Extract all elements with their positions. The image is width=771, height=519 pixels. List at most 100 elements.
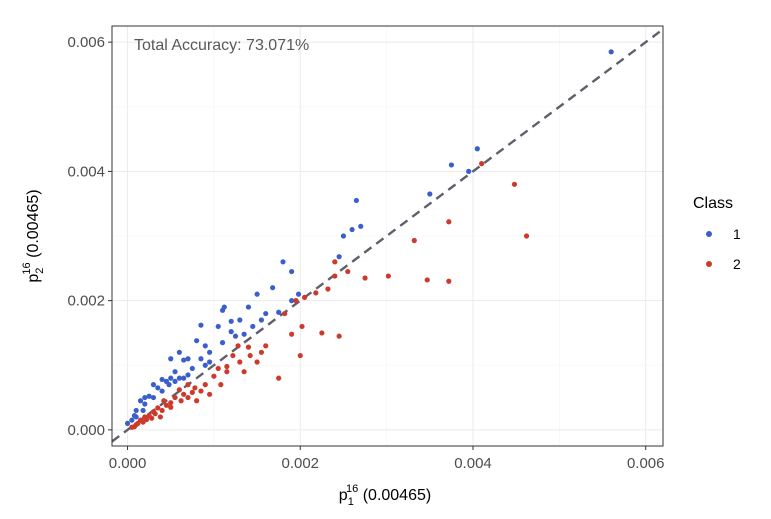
point-class-2 bbox=[241, 369, 247, 375]
point-class-2 bbox=[332, 273, 338, 279]
point-class-1 bbox=[133, 407, 139, 414]
plot-border bbox=[111, 25, 664, 447]
point-class-1 bbox=[168, 356, 174, 362]
point-class-2 bbox=[159, 407, 165, 414]
point-class-1 bbox=[276, 309, 282, 315]
point-class-1 bbox=[221, 304, 227, 310]
point-class-1 bbox=[336, 254, 342, 260]
point-class-1 bbox=[608, 49, 614, 55]
point-class-1 bbox=[166, 382, 172, 388]
legend-key-class-2 bbox=[706, 261, 712, 267]
point-class-2 bbox=[237, 359, 243, 365]
point-class-2 bbox=[206, 391, 213, 397]
point-class-1 bbox=[250, 323, 256, 330]
point-class-2 bbox=[245, 344, 252, 350]
point-class-2 bbox=[385, 273, 391, 279]
point-class-2 bbox=[446, 278, 452, 284]
point-class-2 bbox=[161, 398, 167, 404]
x-tick-label: 0.004 bbox=[454, 455, 492, 472]
point-class-2 bbox=[301, 294, 308, 300]
point-class-2 bbox=[258, 349, 265, 355]
point-class-2 bbox=[313, 290, 319, 296]
point-class-2 bbox=[168, 400, 174, 406]
point-class-2 bbox=[263, 343, 269, 349]
point-class-2 bbox=[150, 409, 157, 415]
point-class-2 bbox=[168, 404, 174, 410]
point-class-2 bbox=[176, 387, 182, 393]
x-axis-title-sup: 16 bbox=[346, 483, 358, 495]
point-class-1 bbox=[289, 298, 295, 304]
point-class-2 bbox=[185, 394, 191, 401]
x-axis-ticks: 0.000 0.002 0.004 0.006 bbox=[109, 446, 665, 472]
legend: Class 1 2 bbox=[693, 195, 741, 272]
point-class-2 bbox=[192, 385, 198, 391]
x-tick-label: 0.002 bbox=[281, 455, 319, 472]
point-class-1 bbox=[280, 259, 286, 265]
point-class-2 bbox=[424, 277, 430, 283]
point-class-1 bbox=[129, 417, 135, 423]
x-tick-label: 0.000 bbox=[109, 455, 147, 472]
legend-label-class-1: 1 bbox=[733, 226, 741, 242]
point-class-1 bbox=[215, 323, 221, 330]
point-class-2 bbox=[230, 352, 236, 359]
point-class-2 bbox=[224, 363, 230, 370]
x-tick-label: 0.006 bbox=[627, 455, 665, 472]
point-class-1 bbox=[340, 233, 347, 239]
point-class-2 bbox=[172, 394, 178, 401]
legend-key-class-1 bbox=[706, 231, 712, 237]
identity-reference-line bbox=[111, 28, 664, 443]
point-class-2 bbox=[299, 323, 305, 330]
point-class-1 bbox=[185, 356, 191, 362]
point-class-1 bbox=[155, 385, 161, 391]
point-class-2 bbox=[276, 375, 282, 381]
point-class-2 bbox=[247, 352, 253, 359]
point-class-2 bbox=[332, 259, 338, 265]
point-class-2 bbox=[325, 286, 331, 292]
point-class-2 bbox=[254, 359, 260, 365]
point-class-2 bbox=[345, 268, 351, 275]
point-class-1 bbox=[172, 378, 178, 384]
point-class-1 bbox=[241, 331, 247, 337]
point-class-2 bbox=[202, 382, 208, 388]
point-class-1 bbox=[254, 291, 260, 297]
point-class-2 bbox=[282, 310, 288, 317]
point-class-2 bbox=[479, 161, 485, 167]
y-axis-ticks: 0.000 0.002 0.004 0.006 bbox=[67, 34, 112, 439]
point-class-2 bbox=[211, 373, 217, 379]
point-class-2 bbox=[235, 343, 241, 349]
point-class-1 bbox=[232, 333, 239, 339]
point-class-1 bbox=[198, 356, 204, 362]
point-class-2 bbox=[319, 330, 325, 336]
point-class-1 bbox=[202, 343, 208, 349]
major-gridlines bbox=[112, 26, 663, 446]
point-class-1 bbox=[219, 340, 226, 346]
point-class-2 bbox=[215, 365, 221, 372]
point-class-1 bbox=[270, 285, 276, 291]
point-class-1 bbox=[146, 393, 152, 399]
y-tick-label: 0.002 bbox=[67, 293, 105, 310]
y-axis-title-sub: 2 bbox=[34, 268, 46, 274]
point-class-1 bbox=[181, 357, 187, 363]
point-class-2 bbox=[149, 415, 155, 421]
point-class-1 bbox=[228, 329, 234, 335]
point-class-2 bbox=[336, 333, 342, 339]
point-class-1 bbox=[206, 349, 213, 355]
point-class-2 bbox=[157, 414, 163, 420]
x-axis-title-sub: 1 bbox=[348, 496, 354, 508]
x-axis-title-suffix: (0.00465) bbox=[358, 487, 431, 504]
point-class-1 bbox=[142, 401, 148, 407]
point-class-2 bbox=[297, 352, 303, 359]
point-class-2 bbox=[218, 382, 224, 388]
point-class-1 bbox=[176, 349, 182, 355]
point-class-1 bbox=[202, 362, 208, 368]
point-class-1 bbox=[194, 338, 200, 344]
x-axis-title: p116 (0.00465) bbox=[339, 483, 431, 508]
x-axis-title-main: p bbox=[339, 487, 348, 504]
point-class-2 bbox=[362, 275, 368, 281]
point-class-2 bbox=[523, 233, 530, 239]
point-class-1 bbox=[124, 420, 131, 426]
point-class-2 bbox=[155, 405, 161, 411]
point-class-1 bbox=[245, 304, 252, 310]
point-class-1 bbox=[168, 375, 174, 381]
